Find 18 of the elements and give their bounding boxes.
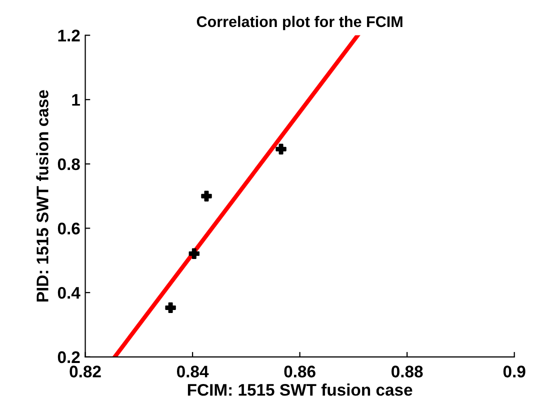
y-tick-label: 0.6 xyxy=(58,222,80,234)
y-tick-label: 1.2 xyxy=(58,30,80,42)
x-tick-label: 0.82 xyxy=(70,366,101,378)
point xyxy=(188,248,200,260)
x-tick-label: 0.88 xyxy=(392,366,423,378)
x-tick-label: 0.9 xyxy=(503,366,526,378)
chart-title: Correlation plot for the FCIM xyxy=(196,16,402,30)
y-tick-label: 0.2 xyxy=(58,351,80,364)
point xyxy=(201,190,212,202)
y-tick-label: 0.4 xyxy=(58,286,80,299)
y-axis-title: PID: 1515 SWT fusion case xyxy=(36,90,48,302)
y-tick-label: 1 xyxy=(72,94,80,106)
y-tick-label: 0.8 xyxy=(58,158,80,170)
x-tick-label: 0.86 xyxy=(284,366,316,378)
point xyxy=(276,144,286,154)
point xyxy=(165,302,176,314)
x-axis-title: FCIM: 1515 SWT fusion case xyxy=(188,384,412,396)
x-tick-label: 0.84 xyxy=(176,366,209,378)
